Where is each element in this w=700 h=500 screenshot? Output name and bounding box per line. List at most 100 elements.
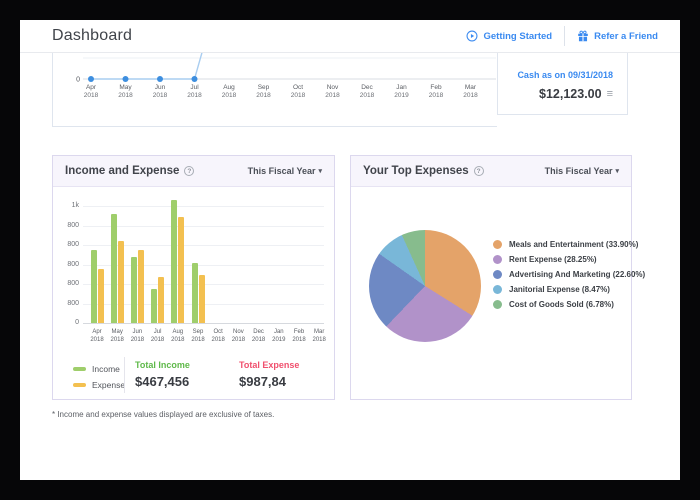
income-expense-title: Income and Expense bbox=[65, 165, 180, 177]
pie-legend-label: Cost of Goods Sold (6.78%) bbox=[509, 300, 614, 309]
getting-started-label: Getting Started bbox=[483, 30, 553, 42]
x-axis-label: Feb 2018 bbox=[292, 329, 306, 343]
app-header: Dashboard Getting Started bbox=[20, 20, 680, 53]
x-axis-label: Jun 2018 bbox=[152, 84, 168, 99]
income-expense-legend: Income Expense bbox=[73, 364, 125, 390]
refer-friend-label: Refer a Friend bbox=[594, 30, 658, 42]
x-axis-label: Nov 2018 bbox=[325, 84, 340, 99]
gridline bbox=[83, 264, 324, 266]
x-axis-label: Jul 2018 bbox=[187, 84, 202, 99]
getting-started-link[interactable]: Getting Started bbox=[466, 30, 552, 42]
data-point bbox=[122, 76, 129, 82]
legend-label: Income bbox=[92, 364, 120, 374]
legend-swatch bbox=[73, 367, 86, 371]
total-income-value: $467,456 bbox=[135, 374, 190, 389]
help-icon[interactable]: ? bbox=[184, 166, 195, 176]
help-icon[interactable]: ? bbox=[473, 166, 484, 176]
gift-icon bbox=[577, 30, 589, 42]
fiscal-year-selector[interactable]: This Fiscal Year ▾ bbox=[248, 166, 322, 176]
fiscal-year-selector[interactable]: This Fiscal Year ▾ bbox=[545, 166, 619, 176]
cash-as-on-link[interactable]: Cash as on 09/31/2018 bbox=[517, 70, 613, 80]
income-expense-footer: Income Expense Total Income $467,456 Tota… bbox=[53, 351, 336, 401]
bar-expense bbox=[137, 250, 144, 323]
x-axis-label: Aug 2018 bbox=[221, 84, 237, 99]
legend-swatch bbox=[73, 383, 86, 387]
pie-legend-label: Advertising And Marketing (22.60%) bbox=[509, 270, 646, 279]
app-window: Dashboard Getting Started bbox=[20, 20, 680, 480]
x-axis-label: Nov 2018 bbox=[231, 329, 246, 343]
income-expense-card: Income and Expense ? This Fiscal Year ▾ … bbox=[52, 155, 335, 400]
x-axis-label: May 2018 bbox=[118, 84, 133, 99]
total-income-label: Total Income bbox=[135, 360, 190, 370]
x-axis-label: Jul 2018 bbox=[150, 329, 165, 343]
gridline bbox=[83, 245, 324, 246]
y-axis-tick: 800 bbox=[67, 260, 79, 268]
pie-legend-label: Janitorial Expense (8.47%) bbox=[509, 285, 610, 294]
bar-income bbox=[110, 214, 117, 323]
bar-income bbox=[130, 257, 137, 323]
cashflow-x-axis: Apr 2018 May 2018 Jun 2018 Jul 2018 Aug 2018 Sep 20… bbox=[53, 84, 498, 110]
pie-legend-bullet bbox=[493, 240, 502, 249]
page-title: Dashboard bbox=[52, 27, 133, 44]
x-axis-label: Dec 2018 bbox=[251, 329, 266, 343]
expense-legend-item: Expense bbox=[73, 380, 125, 390]
bar-income bbox=[90, 250, 97, 323]
y-axis-tick: 800 bbox=[67, 241, 79, 248]
refer-friend-link[interactable]: Refer a Friend bbox=[577, 30, 658, 42]
y-axis-tick: 800 bbox=[67, 299, 79, 307]
bar-income bbox=[171, 200, 178, 323]
x-axis-label: Feb 2018 bbox=[428, 84, 444, 99]
top-expenses-title: Your Top Expenses bbox=[363, 165, 469, 177]
pie-legend-bullet bbox=[493, 285, 502, 294]
x-axis-label: Oct 2018 bbox=[290, 84, 306, 99]
x-axis-label: Aug 2018 bbox=[171, 329, 185, 343]
chevron-down-icon: ▾ bbox=[318, 168, 322, 175]
bar-expense bbox=[178, 216, 185, 323]
bar-expense bbox=[97, 269, 104, 323]
bar-income bbox=[191, 263, 198, 323]
x-axis-label: Oct 2018 bbox=[211, 329, 225, 343]
pie-legend: Meals and Entertainment (33.90%) Rent Exp… bbox=[493, 237, 645, 312]
data-point bbox=[191, 76, 198, 82]
fiscal-year-label: This Fiscal Year bbox=[247, 166, 316, 176]
x-axis-label: Sep 2018 bbox=[191, 329, 205, 343]
pie-legend-item: Janitorial Expense (8.47%) bbox=[493, 282, 645, 297]
total-income-block: Total Income $467,456 bbox=[135, 360, 190, 389]
income-legend-item: Income bbox=[73, 364, 125, 374]
x-axis-label: Jan 2019 bbox=[272, 329, 286, 343]
x-axis-label: Jun 2018 bbox=[130, 329, 145, 343]
cash-menu-icon[interactable]: ≡ bbox=[606, 88, 613, 100]
x-axis-label: Mar 2018 bbox=[463, 84, 478, 99]
cashflow-line bbox=[91, 53, 203, 80]
x-axis-label: Jan 2019 bbox=[394, 84, 409, 99]
header-actions: Getting Started Refer a Friend bbox=[466, 26, 658, 46]
x-axis-label: May 2018 bbox=[110, 329, 124, 343]
pie-legend-label: Meals and Entertainment (33.90%) bbox=[509, 240, 639, 249]
total-expense-value: $987,84 bbox=[239, 374, 286, 389]
y-axis-tick: 1k bbox=[71, 202, 79, 209]
top-expenses-card: Your Top Expenses ? This Fiscal Year ▾ M… bbox=[350, 155, 645, 400]
gridline bbox=[83, 323, 324, 324]
x-axis-label: Apr 2018 bbox=[90, 329, 104, 343]
footer-divider bbox=[124, 357, 125, 393]
total-expense-block: Total Expense $987,84 bbox=[239, 360, 299, 389]
cash-panel: Cash as on 09/31/2018 $12,123.00 ≡ bbox=[497, 53, 628, 115]
cash-amount: $12,123.00 bbox=[539, 87, 602, 101]
pie-legend-bullet bbox=[493, 255, 502, 264]
bar-expense bbox=[117, 241, 124, 323]
bar-expense bbox=[198, 275, 205, 323]
y-axis-tick: 0 bbox=[75, 319, 79, 326]
total-expense-label: Total Expense bbox=[239, 360, 300, 370]
y-axis-tick: 800 bbox=[67, 221, 79, 229]
income-expense-bar-chart: 0 800 800 800 800 800 1k Apr 2018 May 2018 Jun 2018 J… bbox=[53, 187, 336, 347]
y-axis-tick: 800 bbox=[67, 280, 79, 287]
x-axis-label: Dec 2018 bbox=[359, 84, 375, 99]
top-expenses-card-header: Your Top Expenses ? This Fiscal Year ▾ bbox=[351, 156, 631, 187]
pie-legend-bullet bbox=[493, 270, 502, 279]
top-expenses-pie-chart bbox=[369, 230, 481, 342]
play-circle-icon bbox=[466, 30, 478, 42]
legend-label: Expense bbox=[92, 380, 126, 390]
pie-legend-item: Advertising And Marketing (22.60%) bbox=[493, 267, 645, 282]
pie-legend-item: Cost of Goods Sold (6.78%) bbox=[493, 297, 645, 312]
